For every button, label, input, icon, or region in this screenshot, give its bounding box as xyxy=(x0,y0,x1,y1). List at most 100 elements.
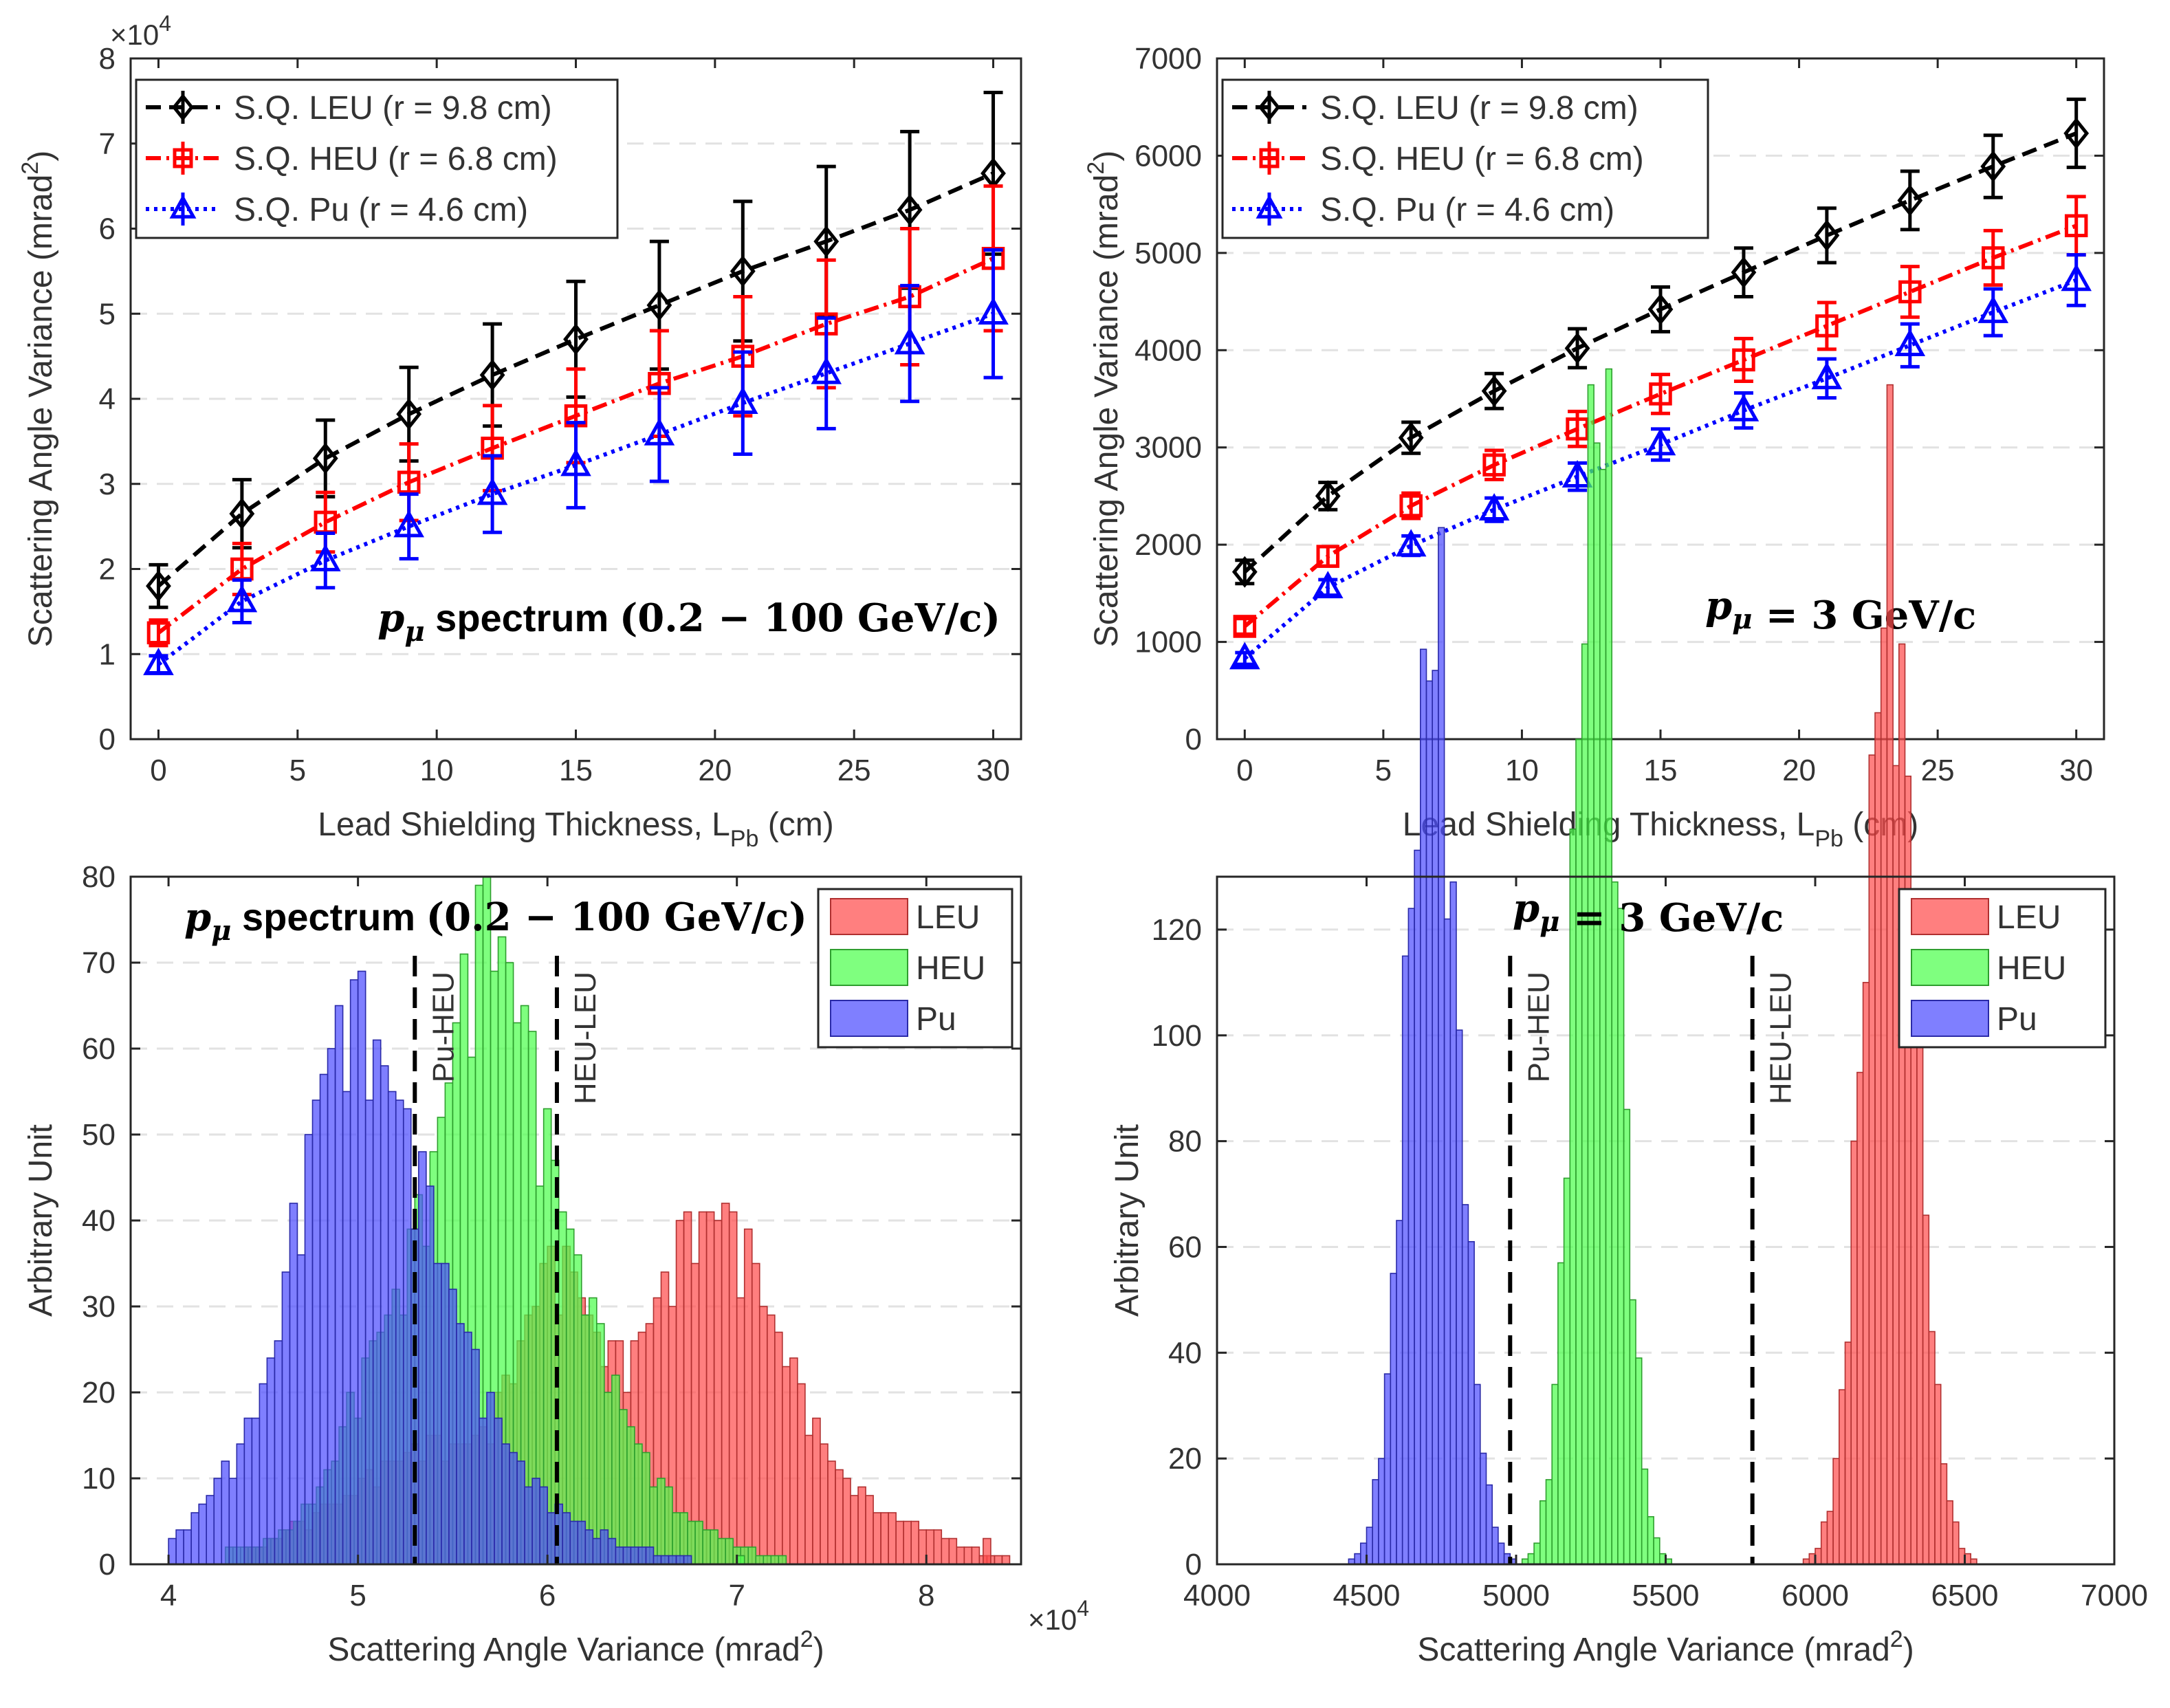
hist-bar xyxy=(289,1203,298,1565)
marker-diamond xyxy=(479,359,505,391)
y-tick-label: 0 xyxy=(1185,1548,1202,1581)
y-axis-label: Arbitrary Unit xyxy=(23,1124,59,1317)
marker-diamond xyxy=(1231,556,1258,588)
legend-label: Pu xyxy=(1997,1001,2037,1038)
x-tick-label: 6000 xyxy=(1782,1579,1849,1612)
hist-bar xyxy=(1498,1542,1505,1565)
y-tick-label: 30 xyxy=(82,1290,116,1324)
y-tick-label: 6000 xyxy=(1135,139,1202,173)
marker-diamond xyxy=(813,226,840,258)
hist-bar xyxy=(334,1005,344,1565)
hist-bar xyxy=(380,1065,389,1565)
hist-bar xyxy=(221,1460,230,1565)
hist-bar xyxy=(842,1478,851,1565)
hist-bar xyxy=(1850,1140,1858,1565)
chart-annotation: pμ spectrum (0.2 − 100 GeV/c) xyxy=(184,895,807,947)
hist-bar xyxy=(1378,1458,1385,1565)
series-line xyxy=(157,311,994,666)
hist-bar xyxy=(1653,1537,1661,1565)
legend-swatch xyxy=(830,898,908,935)
hist-bar xyxy=(747,1546,757,1565)
marker-diamond xyxy=(1814,219,1840,252)
legend-label: S.Q. Pu (r = 4.6 cm) xyxy=(234,192,528,228)
chart-annotation: pμ = 3 GeV/c xyxy=(1705,583,1976,638)
hist-bar xyxy=(751,1262,760,1565)
marker-triangle xyxy=(143,647,174,675)
y-tick-label: 80 xyxy=(82,860,116,894)
hist-bar xyxy=(1820,1521,1828,1565)
chart-annotation: pμ = 3 GeV/c xyxy=(1513,886,1784,941)
series-Pu xyxy=(1348,527,1517,1565)
hist-bar xyxy=(702,1529,711,1565)
hist-bar xyxy=(956,1546,965,1565)
hist-bar xyxy=(683,1555,692,1565)
hist-bar xyxy=(925,1529,935,1565)
hist-bar xyxy=(1533,1542,1541,1565)
hist-bar xyxy=(789,1357,798,1565)
hist-bar xyxy=(630,1546,639,1565)
hist-bar xyxy=(1354,1553,1361,1565)
marker-square xyxy=(1898,280,1922,304)
series-Pu xyxy=(168,970,692,1565)
x-tick-label: 0 xyxy=(1236,754,1253,787)
marker-triangle xyxy=(1229,642,1260,670)
hist-bar xyxy=(1396,1220,1403,1565)
marker-triangle xyxy=(226,584,258,613)
marker-diamond xyxy=(563,323,589,355)
legend: S.Q. LEU (r = 9.8 cm) S.Q. HEU (r = 6.8 c… xyxy=(135,78,619,239)
marker-triangle xyxy=(978,297,1009,325)
hist-bar xyxy=(206,1495,215,1565)
y-tick-label: 20 xyxy=(82,1376,116,1410)
x-tick-label: 7 xyxy=(728,1579,745,1612)
hist-bar xyxy=(668,1555,677,1565)
hist-bar xyxy=(645,1546,655,1565)
x-tick-label: 15 xyxy=(1644,754,1678,787)
marker-triangle xyxy=(1478,493,1510,521)
hist-bar xyxy=(213,1478,223,1565)
hist-bar xyxy=(501,1443,510,1565)
hist-bar xyxy=(1629,1299,1636,1565)
x-tick-label: 5000 xyxy=(1482,1579,1550,1612)
hist-bar xyxy=(755,1555,765,1565)
legend-entry: S.Q. LEU (r = 9.8 cm) xyxy=(1232,90,1639,127)
hist-bar xyxy=(1443,918,1451,1565)
hist-bar xyxy=(766,1314,776,1565)
hist-bar xyxy=(835,1469,844,1565)
marker-diamond xyxy=(1731,256,1757,289)
hist-bar xyxy=(456,1323,465,1565)
series-LEU xyxy=(1802,384,1977,1565)
series-S.Q. Pu (r = 4.6 cm) xyxy=(1229,253,2092,670)
hist-bar xyxy=(1527,1553,1535,1565)
hist-bar xyxy=(1581,643,1589,1565)
hist-bar xyxy=(1563,1177,1571,1565)
y-tick-label: 40 xyxy=(1168,1336,1202,1370)
marker-diamond xyxy=(646,289,672,321)
marker-triangle xyxy=(727,386,758,414)
hist-bar xyxy=(243,1417,253,1565)
legend-swatch xyxy=(1911,1000,1989,1037)
hist-bar xyxy=(1611,881,1619,1565)
hist-bar xyxy=(1383,1373,1392,1565)
marker-triangle xyxy=(1256,194,1283,219)
hist-bar xyxy=(198,1503,208,1565)
marker-diamond xyxy=(1980,150,2006,182)
hist-bar xyxy=(175,1529,184,1565)
hist-bar xyxy=(588,1297,598,1565)
hist-bar xyxy=(228,1478,238,1565)
hist-bar xyxy=(509,1452,518,1565)
marker-triangle xyxy=(393,510,424,538)
marker-diamond xyxy=(730,255,756,287)
hist-bar xyxy=(611,1375,620,1565)
hist-bar xyxy=(1641,1468,1649,1565)
marker-diamond xyxy=(1258,93,1281,122)
marker-triangle xyxy=(560,448,591,477)
hist-bar xyxy=(1647,1515,1654,1565)
y-tick-label: 7000 xyxy=(1135,42,1202,76)
x-tick-label: 5 xyxy=(1375,754,1392,787)
marker-triangle xyxy=(1312,571,1344,599)
hist-bar xyxy=(637,1546,647,1565)
marker-square xyxy=(1732,348,1755,372)
hist-bar xyxy=(710,1529,719,1565)
x-axis-label: Lead Shielding Thickness, LPb (cm) xyxy=(1403,807,1918,852)
